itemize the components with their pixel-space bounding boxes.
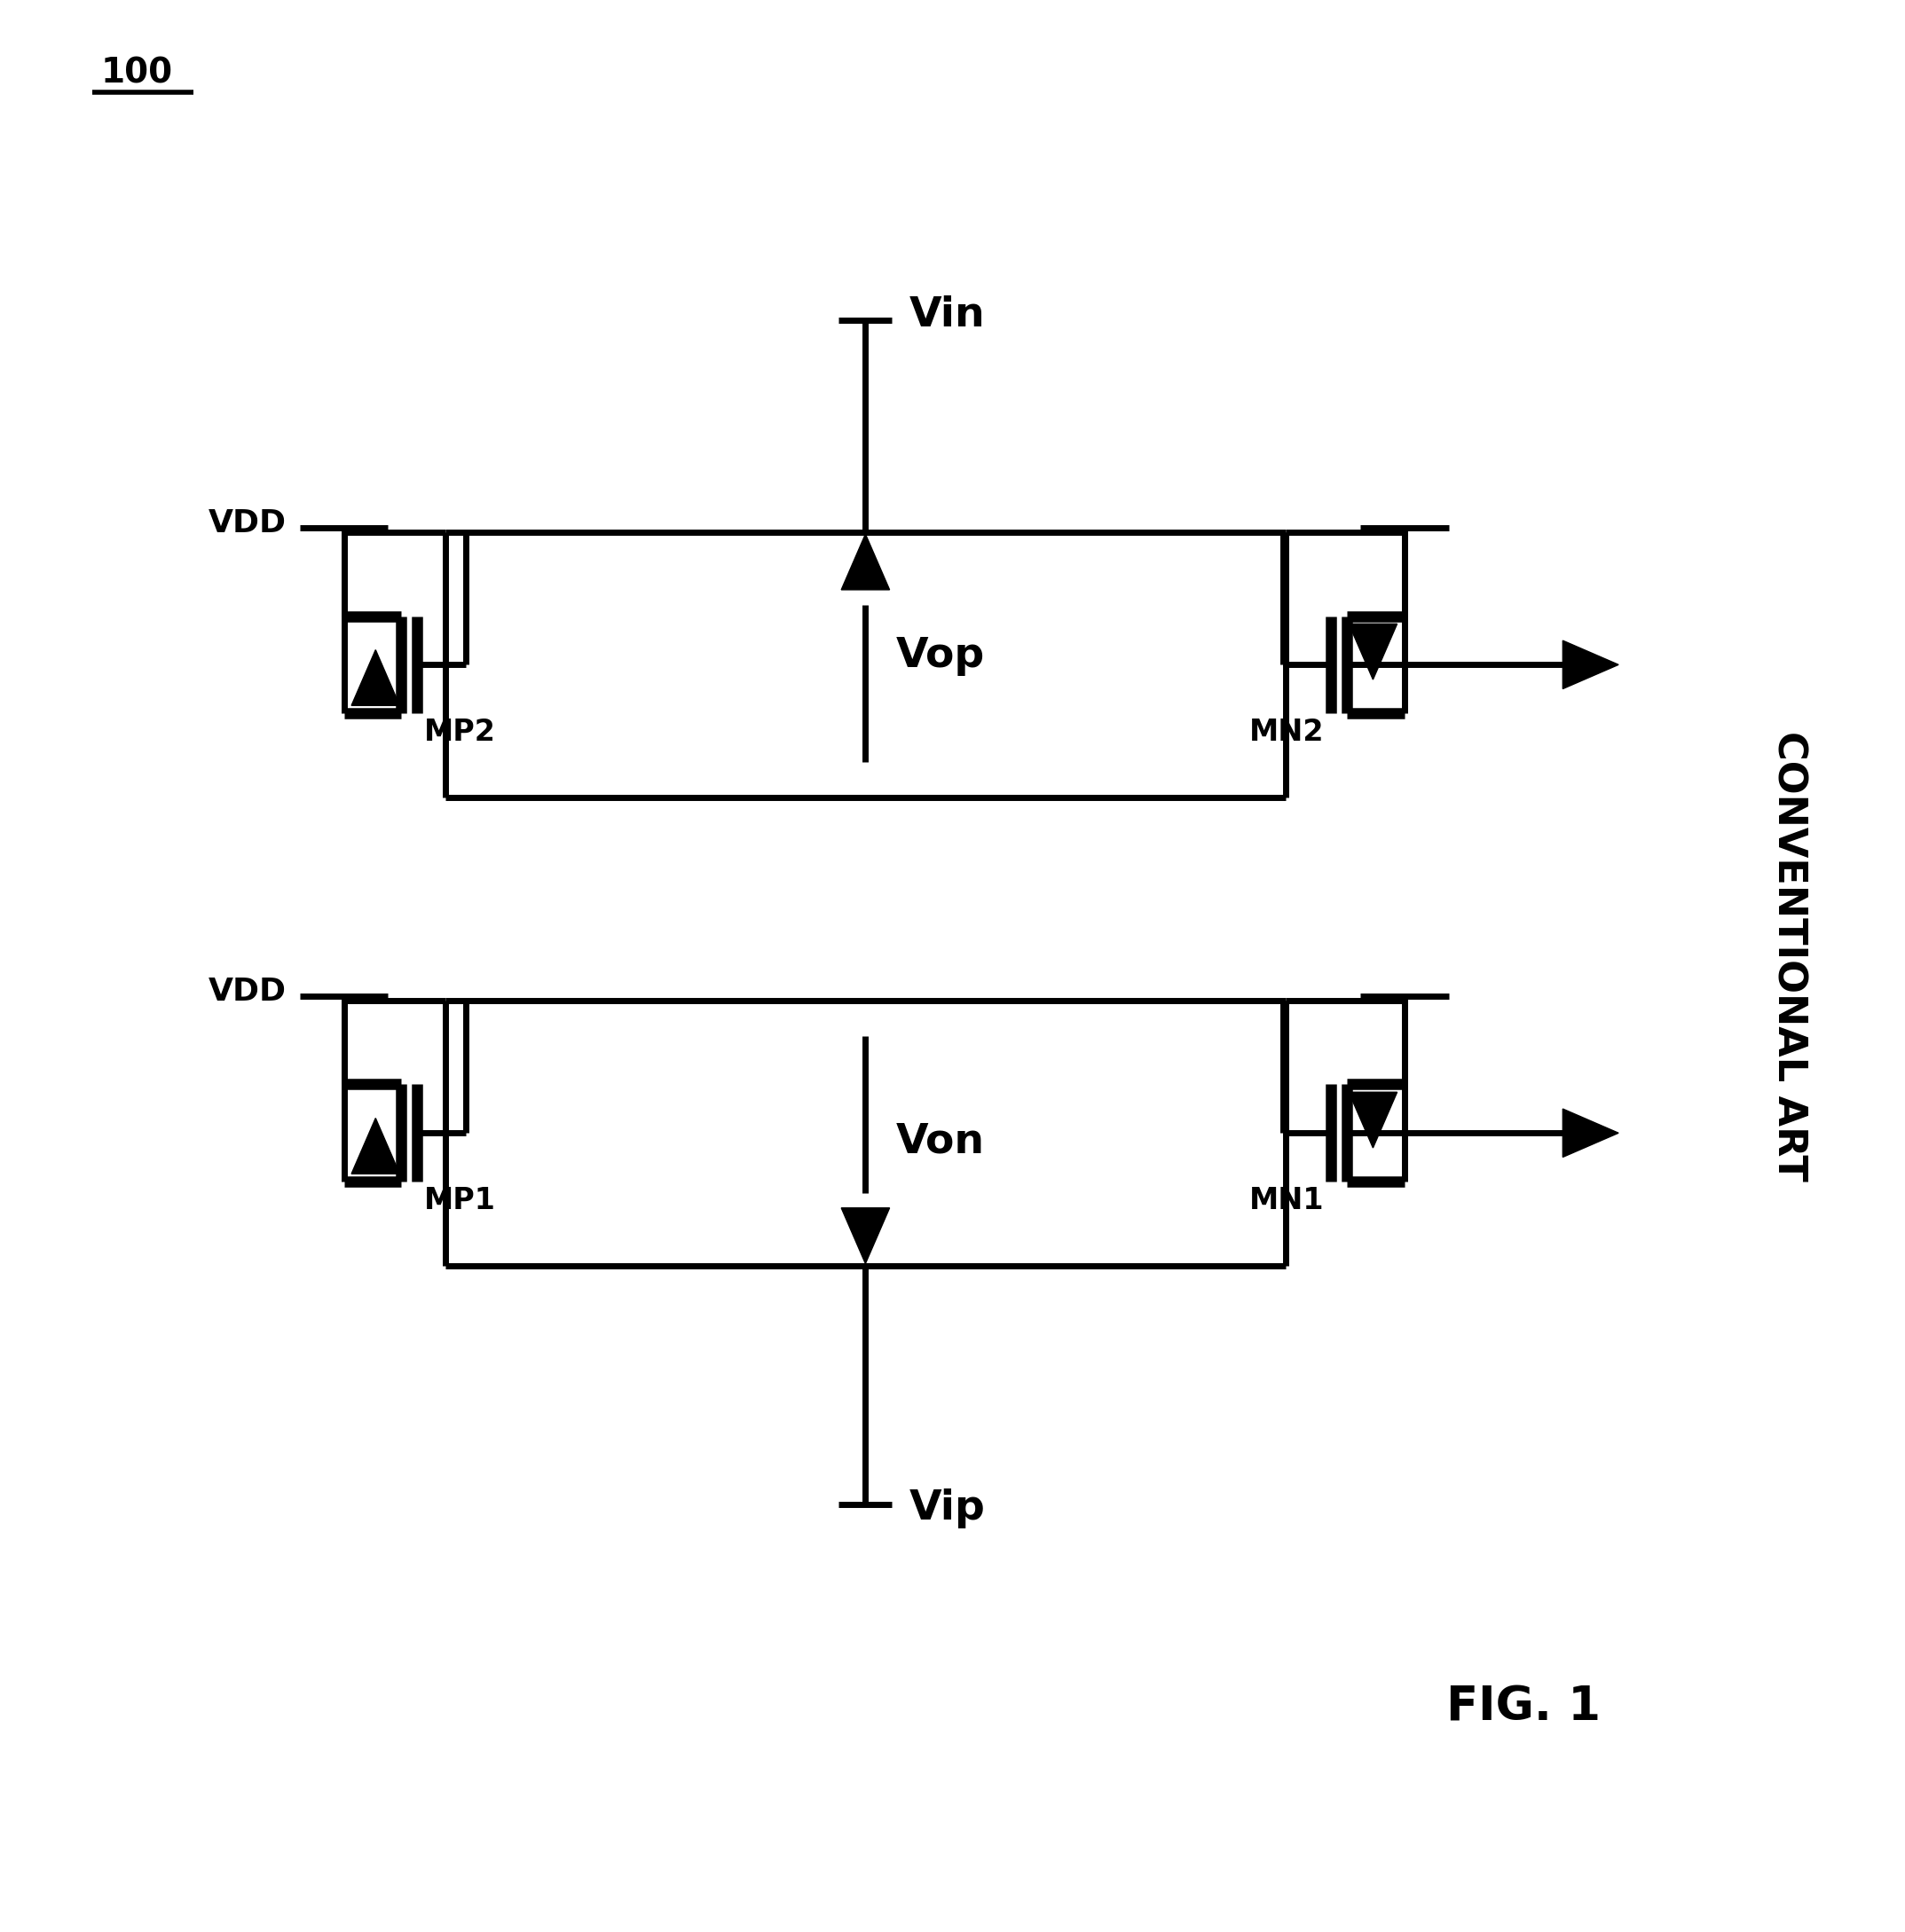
Text: Vop: Vop [897, 636, 985, 676]
Text: Von: Von [897, 1122, 985, 1161]
Text: MN2: MN2 [1250, 717, 1324, 748]
Polygon shape [842, 1208, 890, 1264]
Text: VDD: VDD [208, 976, 286, 1007]
Polygon shape [1562, 1109, 1619, 1157]
Text: MP2: MP2 [425, 717, 495, 748]
Text: FIG. 1: FIG. 1 [1446, 1685, 1600, 1731]
Text: Vip: Vip [909, 1488, 985, 1528]
Polygon shape [1562, 641, 1619, 690]
Text: VDD: VDD [208, 508, 286, 539]
Polygon shape [351, 1119, 400, 1175]
Text: 100: 100 [101, 56, 173, 91]
Polygon shape [351, 649, 400, 705]
Text: MN1: MN1 [1250, 1186, 1324, 1215]
Text: MP1: MP1 [425, 1186, 495, 1215]
Polygon shape [1349, 624, 1396, 680]
Polygon shape [1349, 1092, 1396, 1148]
Text: Vin: Vin [909, 296, 985, 336]
Polygon shape [842, 533, 890, 589]
Text: CONVENTIONAL ART: CONVENTIONAL ART [1770, 730, 1808, 1182]
